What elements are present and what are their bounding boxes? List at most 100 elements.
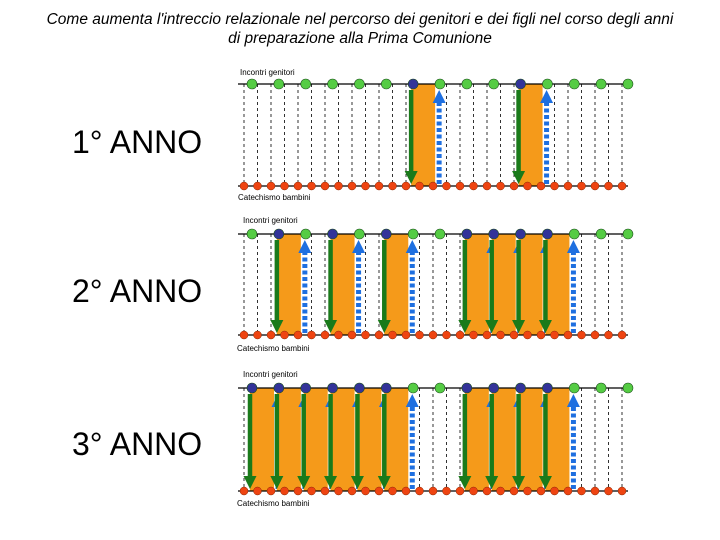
catechism-dot-2-25 (577, 330, 586, 340)
catechism-dot-2-11 (388, 330, 397, 340)
joint-band-1-10 (518, 84, 543, 186)
catechism-dot-1-28 (617, 181, 627, 191)
parents-meeting-dot-2-11 (542, 228, 553, 240)
down-arrow-3-9-head (485, 476, 499, 489)
joint-band-2-5 (384, 234, 409, 335)
catechism-dot-3-4 (293, 486, 303, 496)
parents-meeting-dot-1-5 (380, 78, 392, 90)
parents-meeting-dot-3-1 (273, 382, 285, 394)
catechism-dot-3-16 (455, 486, 465, 496)
catechism-dot-3-19 (496, 486, 505, 496)
catechism-dot-2-24 (563, 330, 573, 340)
down-arrow-3-3-head (324, 476, 338, 489)
catechism-dot-3-23 (550, 486, 559, 496)
catechism-dot-3-22 (536, 486, 546, 496)
catechism-dot-1-2 (266, 181, 276, 191)
joint-band-2-9 (491, 234, 516, 335)
up-arrow-1-6-head (432, 90, 446, 103)
parents-meeting-dot-2-7 (434, 228, 446, 240)
parents-meeting-dot-3-6 (407, 382, 419, 394)
children-catechism-label-1: Catechismo bambini (238, 193, 311, 202)
catechism-dot-1-16 (455, 181, 465, 191)
catechism-dot-1-10 (374, 181, 384, 191)
down-arrow-1-10-head (512, 171, 526, 184)
catechism-dot-2-7 (334, 330, 343, 340)
catechism-dot-1-8 (347, 181, 357, 191)
year-label-3: 3° ANNO (72, 426, 203, 462)
catechism-dot-1-1 (253, 181, 262, 191)
catechism-dot-1-18 (482, 181, 492, 191)
catechism-dot-1-17 (469, 181, 478, 191)
catechism-dot-2-26 (590, 330, 600, 340)
catechism-dot-3-12 (401, 486, 411, 496)
down-arrow-3-0-head (243, 476, 257, 489)
catechism-dot-2-15 (442, 330, 451, 340)
parents-meeting-dot-2-6 (407, 228, 419, 240)
joint-band-3-11 (545, 388, 570, 491)
catechism-dot-3-7 (334, 486, 343, 496)
up-arrow-2-3-head (352, 240, 366, 253)
catechism-dot-1-6 (320, 181, 330, 191)
joint-band-3-0 (250, 388, 274, 491)
parents-meeting-dot-3-2 (300, 382, 312, 394)
joint-band-3-10 (518, 388, 543, 491)
parents-meeting-dot-1-1 (273, 78, 285, 90)
catechism-dot-1-26 (590, 181, 600, 191)
catechism-dot-2-2 (266, 330, 276, 340)
catechism-dot-3-6 (320, 486, 330, 496)
parents-meeting-dot-3-0 (246, 382, 258, 394)
catechism-dot-1-23 (550, 181, 559, 191)
catechism-dot-1-15 (442, 181, 451, 191)
catechism-dot-3-15 (442, 486, 451, 496)
parents-meeting-dot-1-4 (354, 78, 365, 90)
page-title: Come aumenta l'intreccio relazionale nel… (46, 11, 674, 47)
parents-meeting-dot-3-4 (354, 382, 365, 394)
catechism-dot-1-13 (415, 181, 424, 191)
catechism-dot-1-20 (509, 181, 519, 191)
parents-meeting-dot-3-9 (488, 382, 500, 394)
catechism-dot-2-4 (293, 330, 303, 340)
down-arrow-3-1-head (270, 476, 284, 489)
catechism-dot-1-11 (388, 181, 397, 191)
joint-band-3-9 (491, 388, 516, 491)
parents-meeting-dot-3-5 (380, 382, 392, 394)
parents-meeting-dot-3-12 (568, 382, 580, 394)
catechism-dot-2-6 (320, 330, 330, 340)
catechism-dot-2-9 (361, 330, 370, 340)
catechism-dot-2-23 (550, 330, 559, 340)
parents-meeting-dot-3-8 (461, 382, 473, 394)
parents-meeting-dot-2-10 (515, 228, 526, 240)
joint-band-2-1 (276, 234, 301, 335)
down-arrow-2-1-head (270, 320, 284, 333)
catechism-dot-1-0 (239, 181, 249, 191)
joint-band-3-8 (464, 388, 489, 491)
catechism-dot-2-18 (482, 330, 492, 340)
catechism-dot-3-2 (266, 486, 276, 496)
parents-meeting-dot-1-12 (568, 78, 580, 90)
catechism-dot-1-4 (293, 181, 303, 191)
down-arrow-2-10-head (512, 320, 526, 333)
parents-meeting-dot-1-6 (407, 78, 419, 90)
catechism-dot-3-27 (604, 486, 613, 496)
catechism-dot-1-19 (496, 181, 505, 191)
parents-meeting-dot-2-2 (300, 228, 312, 240)
parents-meeting-dot-1-3 (327, 78, 338, 90)
parents-meeting-dot-2-14 (622, 228, 634, 240)
catechism-dot-1-3 (280, 181, 289, 191)
catechism-dot-3-0 (239, 486, 249, 496)
down-arrow-2-8-head (458, 320, 472, 333)
joint-band-3-4 (357, 388, 382, 491)
joint-band-2-3 (330, 234, 355, 335)
children-catechism-label-3: Catechismo bambini (237, 499, 310, 508)
down-arrow-3-5-head (377, 476, 391, 489)
down-arrow-2-5-head (377, 320, 391, 333)
up-arrow-1-10-head (540, 90, 554, 103)
parents-meeting-dot-2-8 (461, 228, 473, 240)
catechism-dot-3-3 (280, 486, 289, 496)
year-label-2: 2° ANNO (72, 273, 203, 309)
catechism-dot-3-21 (523, 486, 532, 496)
catechism-dot-3-24 (563, 486, 573, 496)
parents-meeting-dot-1-14 (622, 78, 634, 90)
joint-band-1-6 (411, 84, 436, 186)
